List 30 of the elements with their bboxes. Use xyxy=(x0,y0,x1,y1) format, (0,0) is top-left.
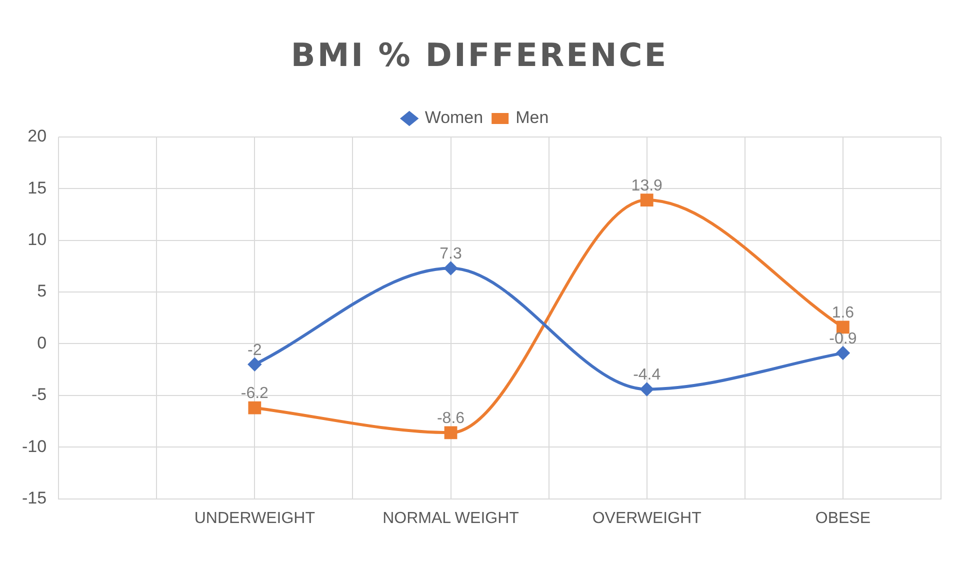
x-tick-label: UNDERWEIGHT xyxy=(194,510,316,527)
data-label: -0.9 xyxy=(829,330,857,348)
point xyxy=(836,346,850,360)
y-tick-label: -5 xyxy=(31,385,47,404)
y-tick-label: 15 xyxy=(28,178,47,198)
data-label: -6.2 xyxy=(240,385,269,402)
chart-title: BMI % DIFFERENCE xyxy=(290,36,670,74)
x-tick-label: OVERWEIGHT xyxy=(592,510,702,527)
point xyxy=(640,194,654,207)
point xyxy=(248,401,262,414)
point xyxy=(248,358,262,371)
legend-label: Women xyxy=(424,108,484,128)
data-label: 13.9 xyxy=(631,177,663,194)
y-tick-label: -10 xyxy=(22,436,47,456)
y-tick-label: 10 xyxy=(28,230,47,250)
legend-label: Men xyxy=(516,108,549,128)
data-label: -4.4 xyxy=(633,366,661,384)
y-tick-label: 20 xyxy=(28,126,47,146)
x-tick-label: OBESE xyxy=(815,510,871,527)
data-label: -2 xyxy=(248,342,262,359)
data-label: 7.3 xyxy=(440,246,462,263)
point xyxy=(444,426,458,440)
x-tick-label: NORMAL WEIGHT xyxy=(382,510,520,527)
data-label: 1.6 xyxy=(832,304,854,322)
point xyxy=(444,262,458,275)
y-tick-label: 0 xyxy=(37,333,47,352)
y-tick-label: -15 xyxy=(22,488,47,508)
y-tick-label: 5 xyxy=(37,282,47,301)
point xyxy=(640,382,654,396)
data-label: -8.6 xyxy=(436,410,465,428)
